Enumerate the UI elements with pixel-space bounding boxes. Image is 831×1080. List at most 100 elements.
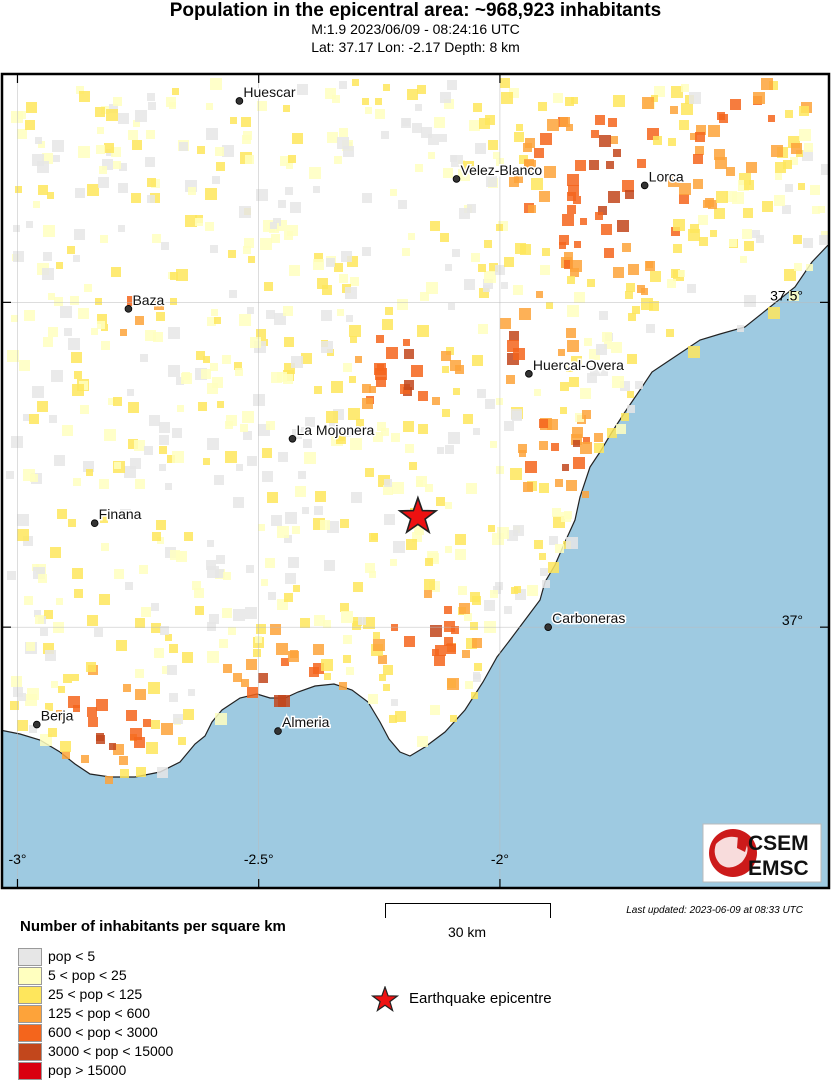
density-cell xyxy=(523,482,533,492)
density-cell xyxy=(26,642,35,651)
density-cell xyxy=(497,527,509,539)
density-cell xyxy=(284,337,294,347)
city-huescar[interactable]: Huescar xyxy=(235,82,297,105)
density-cell xyxy=(384,514,395,525)
density-cell xyxy=(343,363,352,372)
density-cell xyxy=(671,227,680,236)
density-cell xyxy=(74,371,82,379)
density-cell xyxy=(13,251,24,262)
density-cell xyxy=(349,376,356,383)
density-cell xyxy=(176,377,184,385)
density-cell xyxy=(458,586,467,595)
density-cell xyxy=(445,502,452,509)
density-cell xyxy=(679,183,691,195)
population-map[interactable]: -3° -2.5° -2° 37.5° 37° Huescar Velez-Blanco L… xyxy=(0,72,831,890)
density-cell xyxy=(549,536,558,545)
density-cell xyxy=(376,335,384,343)
density-cell xyxy=(47,192,54,199)
density-cell xyxy=(690,133,697,140)
density-cell xyxy=(351,492,362,503)
density-cell xyxy=(146,742,158,754)
city-huercal-overa[interactable]: Huercal-Overa xyxy=(525,355,626,378)
city-lorca[interactable]: Lorca xyxy=(640,167,685,190)
density-cell xyxy=(104,143,114,153)
last-updated: Last updated: 2023-06-09 at 08:33 UTC xyxy=(626,905,803,916)
density-cell xyxy=(114,462,121,469)
density-cell xyxy=(375,109,385,119)
density-cell xyxy=(271,234,280,243)
density-cell xyxy=(418,391,428,401)
density-cell xyxy=(369,571,376,578)
density-cell xyxy=(560,117,570,127)
density-cell xyxy=(574,292,585,303)
density-cell xyxy=(166,97,176,107)
density-cell xyxy=(490,590,498,598)
density-cell xyxy=(547,419,558,430)
density-cell xyxy=(133,120,140,127)
density-cell xyxy=(430,705,440,715)
density-cell xyxy=(194,588,204,598)
density-cell xyxy=(322,285,332,295)
density-cell xyxy=(472,638,482,648)
city-finana[interactable]: Finana xyxy=(90,505,143,528)
density-cell xyxy=(239,314,251,326)
density-cell xyxy=(229,290,237,298)
city-almeria[interactable]: Almeria xyxy=(274,713,331,735)
density-cell xyxy=(295,486,306,497)
density-cell xyxy=(51,370,63,382)
city-berja[interactable]: Berja xyxy=(32,706,75,729)
density-cell xyxy=(613,267,624,278)
density-cell xyxy=(479,288,489,298)
density-cell xyxy=(463,161,474,172)
scale-bar-label: 30 km xyxy=(447,924,487,940)
density-cell xyxy=(113,161,121,169)
density-cell xyxy=(205,188,217,200)
density-cell xyxy=(515,589,526,600)
city-la mojonera[interactable]: La Mojonera xyxy=(288,420,376,443)
density-cell xyxy=(333,409,344,420)
density-cell xyxy=(681,84,689,92)
density-cell xyxy=(539,191,550,202)
density-cell xyxy=(321,341,333,353)
density-cell xyxy=(258,524,265,531)
density-cell xyxy=(412,123,422,133)
density-cell xyxy=(551,443,559,451)
density-cell xyxy=(598,206,607,215)
legend-swatch xyxy=(18,1043,42,1061)
density-cell xyxy=(58,686,65,693)
map-frame xyxy=(0,72,831,890)
density-cell xyxy=(247,456,257,466)
density-cell xyxy=(726,167,735,176)
density-cell xyxy=(799,129,811,141)
city-velez-blanco[interactable]: Velez-Blanco xyxy=(452,160,544,183)
density-cell xyxy=(714,149,725,160)
density-cell xyxy=(134,737,145,748)
density-cell xyxy=(38,574,47,583)
density-cell xyxy=(278,200,286,208)
density-cell xyxy=(340,519,349,528)
density-cell xyxy=(459,208,470,219)
density-cell xyxy=(300,618,310,628)
density-cell xyxy=(555,544,564,553)
density-cell xyxy=(625,291,633,299)
event-info: M:1.9 2023/06/09 - 08:24:16 UTC xyxy=(311,21,520,37)
city-label: Baza xyxy=(132,292,164,308)
density-cell xyxy=(802,150,813,161)
density-cell xyxy=(317,278,328,289)
density-cell xyxy=(152,532,161,541)
density-cell xyxy=(761,78,773,90)
city-carboneras[interactable]: Carboneras xyxy=(544,609,627,631)
density-cell xyxy=(434,117,445,128)
epicentre-star[interactable] xyxy=(397,495,439,535)
density-cell xyxy=(608,118,617,127)
density-cell xyxy=(596,344,607,355)
density-cell xyxy=(145,330,156,341)
density-cell xyxy=(159,464,166,471)
density-cell xyxy=(490,441,497,448)
city-dot xyxy=(525,370,533,378)
density-cell xyxy=(621,413,629,421)
city-baza[interactable]: Baza xyxy=(124,290,166,313)
density-cell xyxy=(587,373,597,383)
density-cell xyxy=(506,375,515,384)
density-cell xyxy=(484,600,495,611)
